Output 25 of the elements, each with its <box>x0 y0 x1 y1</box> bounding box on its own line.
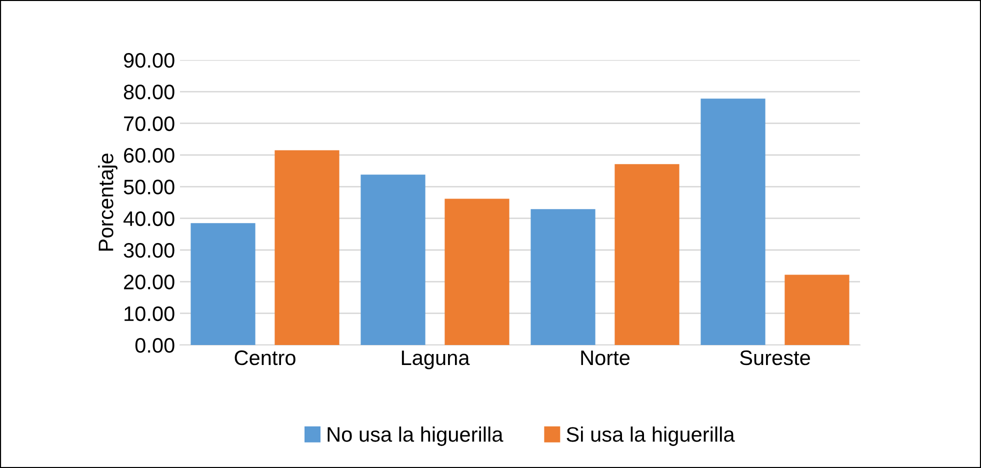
y-tick-label: 90.00 <box>124 53 174 68</box>
bar <box>274 150 340 345</box>
y-tick-label: 50.00 <box>124 180 174 194</box>
x-tick-label: Centro <box>234 350 296 366</box>
x-tick-label: Sureste <box>740 350 810 366</box>
bar <box>784 274 850 345</box>
y-tick-label: 70.00 <box>124 116 174 132</box>
y-tick-label: 30.00 <box>124 243 174 258</box>
bar <box>700 98 766 345</box>
y-tick-label: 60.00 <box>124 148 174 163</box>
legend-label: Si usa la higuerilla <box>566 426 735 446</box>
x-tick-label: Norte <box>581 350 630 366</box>
x-tick-label: Laguna <box>402 350 470 370</box>
bar <box>530 209 596 345</box>
legend-label: No usa la higuerilla <box>328 426 504 446</box>
y-tick-label: 20.00 <box>124 274 174 290</box>
y-tick-label: 0.00 <box>135 338 174 353</box>
y-tick-label: 40.00 <box>123 211 174 226</box>
y-tick-label: 80.00 <box>124 84 174 100</box>
bar <box>360 174 426 345</box>
bar <box>614 164 680 345</box>
y-tick-label: 10.00 <box>124 306 174 322</box>
bar <box>190 223 256 345</box>
bar <box>444 198 510 345</box>
y-axis-title: Porcentaje <box>98 154 118 251</box>
